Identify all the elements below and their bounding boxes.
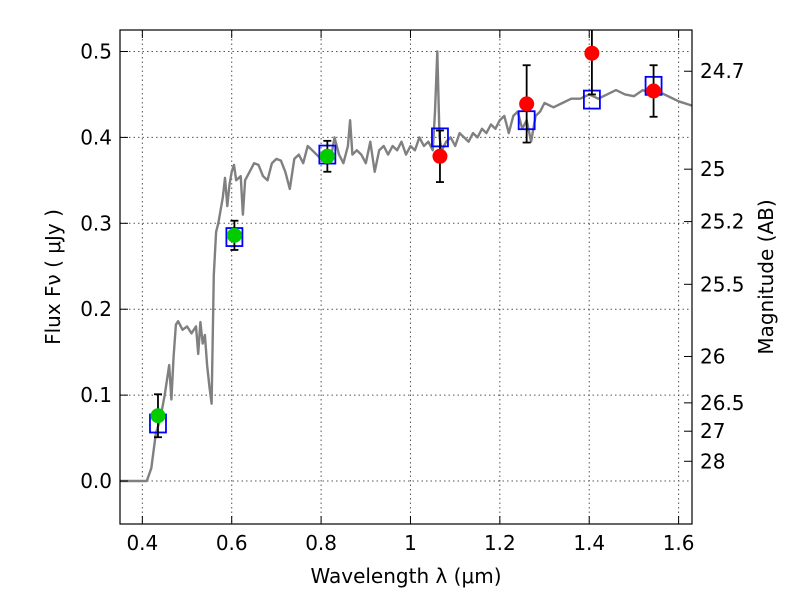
x-tick-label: 0.4 [126, 531, 158, 555]
y-tick-label: 0.4 [80, 125, 112, 149]
y-tick-label: 0.2 [80, 297, 112, 321]
observed-photometry-point [584, 45, 600, 61]
plot-frame [119, 29, 693, 525]
x-tick-label: 1 [404, 531, 417, 555]
observed-photometry-point [646, 83, 662, 99]
y2-tick-label: 27 [700, 419, 725, 443]
y-tick-label: 0.0 [80, 469, 112, 493]
x-axis-label: Wavelength λ (μm) [310, 564, 501, 588]
y2-tick-label: 24.7 [700, 59, 745, 83]
x-tick-label: 1.2 [484, 531, 516, 555]
y2-tick-label: 25 [700, 157, 725, 181]
y-tick-label: 0.3 [80, 211, 112, 235]
x-tick-label: 1.4 [573, 531, 605, 555]
data-layer [120, 30, 693, 483]
y2-axis-label: Magnitude (AB) [754, 199, 778, 354]
y-tick-label: 0.5 [80, 39, 112, 63]
y-tick-label: 0.1 [80, 383, 112, 407]
y2-tick-label: 25.2 [700, 210, 745, 234]
y2-tick-label: 25.5 [700, 272, 745, 296]
observed-photometry-point [150, 408, 166, 424]
x-tick-label: 0.6 [216, 531, 248, 555]
y-axis-label: Flux Fν ( μJy ) [41, 209, 65, 345]
observed-photometry-point [319, 148, 335, 164]
y2-tick-label: 28 [700, 449, 725, 473]
observed-photometry-point [226, 227, 242, 243]
observed-photometry-point [432, 148, 448, 164]
y2-tick-label: 26.5 [700, 391, 745, 415]
observed-photometry-point [519, 96, 535, 112]
x-tick-label: 1.6 [663, 531, 695, 555]
y2-tick-label: 26 [700, 344, 725, 368]
grid-lines [120, 30, 692, 524]
axis-ticks: 0.4 0.6 0.8 1 1.2 1.4 1.6 0.0 0.1 0.2 0.3 0.4 0.5 24.… [80, 30, 745, 555]
x-tick-label: 0.8 [305, 531, 337, 555]
